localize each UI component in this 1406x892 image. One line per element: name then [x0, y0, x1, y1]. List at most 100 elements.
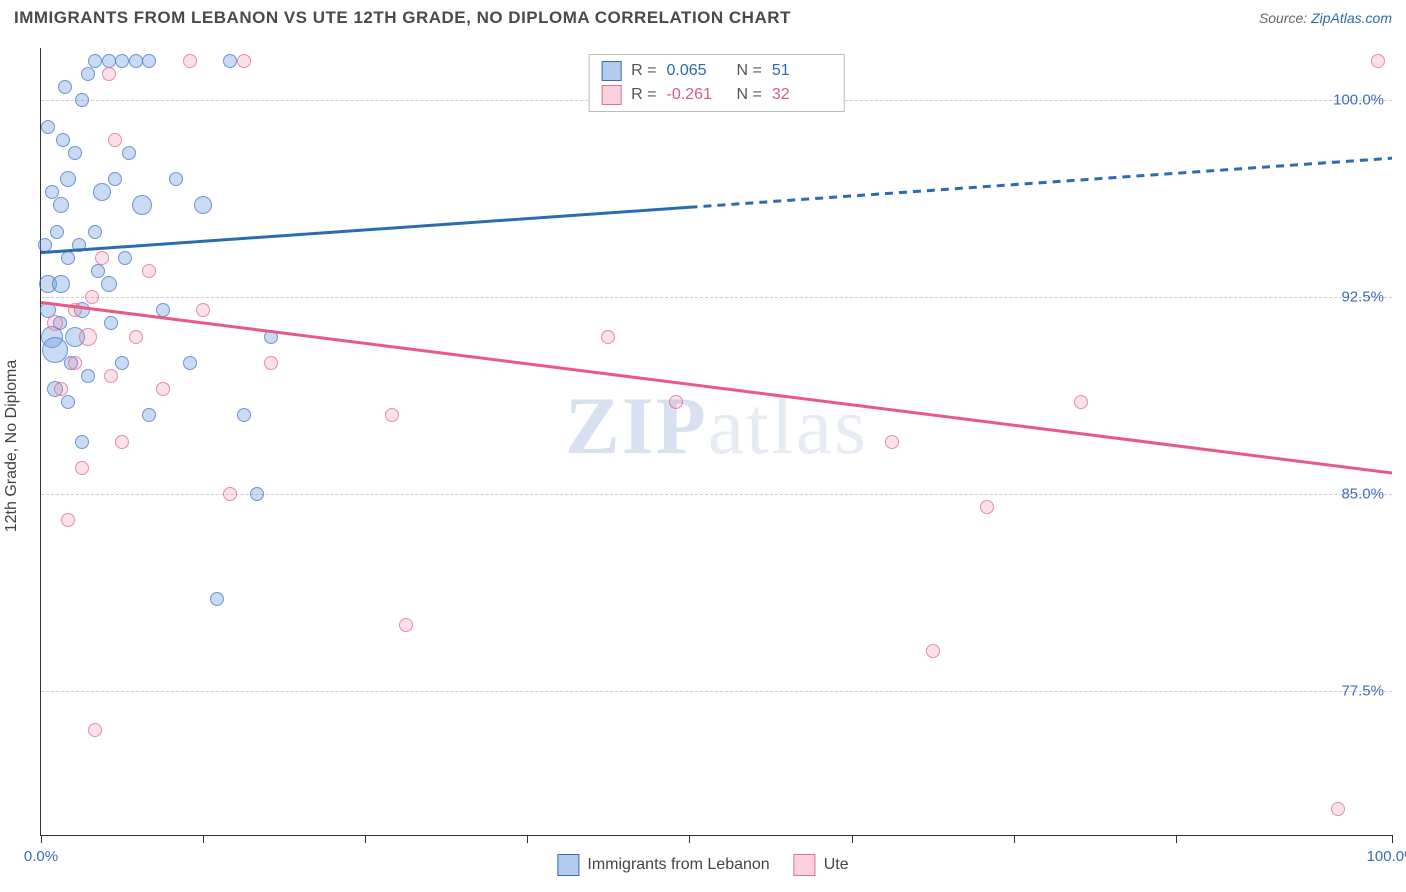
scatter-point	[115, 54, 129, 68]
scatter-point	[601, 330, 615, 344]
scatter-point	[399, 618, 413, 632]
stat-n-value: 51	[772, 62, 832, 80]
chart-area: ZIPatlas 77.5%85.0%92.5%100.0%0.0%100.0%…	[40, 48, 1392, 836]
scatter-point	[926, 644, 940, 658]
chart-header: IMMIGRANTS FROM LEBANON VS UTE 12TH GRAD…	[0, 0, 1406, 32]
chart-source: Source: ZipAtlas.com	[1259, 10, 1392, 26]
x-tick-label: 0.0%	[24, 848, 58, 865]
scatter-point	[223, 487, 237, 501]
scatter-point	[115, 435, 129, 449]
scatter-point	[88, 723, 102, 737]
legend-swatch	[557, 854, 579, 876]
scatter-point	[102, 54, 116, 68]
x-tick	[1176, 835, 1177, 843]
chart-title: IMMIGRANTS FROM LEBANON VS UTE 12TH GRAD…	[14, 8, 791, 28]
scatter-point	[132, 195, 152, 215]
scatter-point	[142, 408, 156, 422]
y-tick-label: 85.0%	[1341, 485, 1384, 502]
y-tick-label: 92.5%	[1341, 289, 1384, 306]
scatter-point	[38, 238, 52, 252]
scatter-point	[196, 303, 210, 317]
scatter-point	[68, 356, 82, 370]
scatter-point	[79, 328, 97, 346]
x-tick	[852, 835, 853, 843]
scatter-point	[75, 435, 89, 449]
y-tick-label: 77.5%	[1341, 682, 1384, 699]
scatter-point	[169, 172, 183, 186]
x-tick	[365, 835, 366, 843]
scatter-point	[68, 146, 82, 160]
legend-swatch	[794, 854, 816, 876]
scatter-point	[194, 196, 212, 214]
gridline	[41, 494, 1392, 495]
scatter-point	[1331, 802, 1345, 816]
scatter-point	[58, 80, 72, 94]
scatter-point	[93, 183, 111, 201]
scatter-point	[183, 356, 197, 370]
gridline	[41, 297, 1392, 298]
x-tick-label: 100.0%	[1367, 848, 1406, 865]
scatter-point	[237, 408, 251, 422]
y-axis-label: 12th Grade, No Diploma	[3, 360, 21, 533]
scatter-point	[885, 435, 899, 449]
legend-label: Immigrants from Lebanon	[587, 856, 769, 874]
legend-label: Ute	[824, 856, 849, 874]
scatter-point	[115, 356, 129, 370]
scatter-point	[183, 54, 197, 68]
scatter-point	[88, 54, 102, 68]
scatter-point	[129, 330, 143, 344]
scatter-point	[385, 408, 399, 422]
source-link[interactable]: ZipAtlas.com	[1311, 10, 1392, 26]
legend-item: Immigrants from Lebanon	[557, 854, 769, 876]
scatter-point	[75, 93, 89, 107]
scatter-point	[91, 264, 105, 278]
scatter-point	[47, 315, 63, 331]
scatter-point	[264, 330, 278, 344]
scatter-point	[104, 369, 118, 383]
scatter-point	[669, 395, 683, 409]
gridline	[41, 691, 1392, 692]
scatter-point	[72, 238, 86, 252]
scatter-point	[223, 54, 237, 68]
x-tick	[1392, 835, 1393, 843]
stats-row: R = -0.261 N = 32	[601, 83, 832, 107]
scatter-point	[156, 382, 170, 396]
scatter-point	[108, 172, 122, 186]
x-tick	[527, 835, 528, 843]
legend-item: Ute	[794, 854, 849, 876]
scatter-point	[56, 133, 70, 147]
scatter-point	[118, 251, 132, 265]
stat-n-label: N =	[737, 86, 762, 104]
scatter-point	[60, 171, 76, 187]
scatter-point	[210, 592, 224, 606]
stat-r-label: R =	[631, 62, 656, 80]
scatter-point	[156, 303, 170, 317]
legend-swatch	[601, 61, 621, 81]
x-tick	[41, 835, 42, 843]
scatter-plot: 77.5%85.0%92.5%100.0%0.0%100.0%	[41, 48, 1392, 835]
scatter-point	[50, 225, 64, 239]
scatter-point	[250, 487, 264, 501]
stat-n-value: 32	[772, 86, 832, 104]
scatter-point	[54, 382, 68, 396]
scatter-point	[45, 185, 59, 199]
stat-r-value: -0.261	[667, 86, 727, 104]
scatter-point	[129, 54, 143, 68]
stat-n-label: N =	[737, 62, 762, 80]
scatter-point	[61, 513, 75, 527]
x-tick	[203, 835, 204, 843]
scatter-point	[95, 251, 109, 265]
scatter-point	[102, 67, 116, 81]
scatter-point	[81, 67, 95, 81]
scatter-point	[53, 197, 69, 213]
scatter-point	[1371, 54, 1385, 68]
scatter-point	[68, 303, 82, 317]
scatter-point	[85, 290, 99, 304]
scatter-point	[142, 264, 156, 278]
scatter-point	[88, 225, 102, 239]
scatter-point	[980, 500, 994, 514]
stats-legend-box: R = 0.065 N = 51 R = -0.261 N = 32	[588, 54, 845, 112]
scatter-point	[101, 276, 117, 292]
scatter-point	[81, 369, 95, 383]
scatter-point	[264, 356, 278, 370]
